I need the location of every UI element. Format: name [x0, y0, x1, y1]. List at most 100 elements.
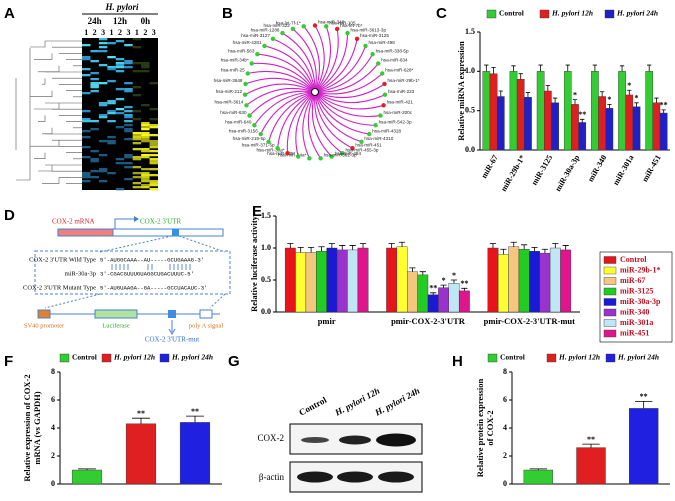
heatmap-cell [82, 58, 91, 61]
heatmap-cell [124, 138, 133, 141]
heatmap-cell [132, 166, 142, 169]
node-label: hsa-miR-3125 [360, 33, 389, 38]
node-label: hsa-miR-4281 [233, 40, 262, 45]
edge [314, 73, 383, 95]
node [243, 81, 248, 87]
heatmap-cell [124, 154, 133, 157]
node-label: hsa-miR-30a* [256, 147, 284, 152]
y-tick-label: 1.0 [261, 243, 271, 252]
bar [509, 71, 518, 151]
heatmap-cell [141, 174, 150, 177]
error-bar [409, 267, 416, 272]
error-bar [647, 64, 652, 72]
bar [489, 73, 498, 151]
edge [307, 91, 322, 159]
legend-swatch [603, 298, 617, 306]
mut-label: COX-2 3'UTR Mutant Type [23, 284, 96, 291]
heatmap-cell [115, 158, 125, 161]
error-bar [619, 65, 625, 72]
legend-label: Control [499, 9, 524, 18]
heatmap-cell [115, 162, 125, 165]
bar [516, 78, 525, 151]
x-tick-label: miR-67 [479, 153, 499, 179]
bar [71, 469, 103, 485]
heatmap-cell [149, 174, 158, 177]
error-bar [498, 90, 503, 97]
heatmap-cell [124, 62, 133, 65]
mut-seq: 5'-AUGUAAGA--GA-----GCCUACAUC-3' [100, 284, 207, 291]
heatmap-cell [90, 82, 99, 85]
error-bar [359, 243, 367, 248]
node-label: hsa-miR-421 [387, 100, 414, 105]
heatmap-cell [124, 130, 133, 133]
lane-label: H. pylori 12h [332, 386, 381, 418]
panel-letter: D [4, 207, 15, 224]
edge [314, 28, 339, 93]
cds-box [57, 228, 114, 237]
edge [314, 91, 384, 110]
node [340, 150, 345, 156]
heatmap-cell [82, 172, 91, 175]
node [363, 43, 368, 49]
legend-label: H. pylori 12h [558, 353, 600, 362]
heatmap-cell [149, 140, 158, 143]
panel-letter: C [436, 5, 447, 22]
heatmap-cell [98, 104, 108, 107]
significance: ** [429, 284, 437, 293]
legend-label: miR-30a-3p [620, 297, 661, 306]
node-label: hsa-miR-223 [388, 89, 415, 94]
heatmap-cell [141, 62, 150, 65]
heatmap-cell [132, 38, 142, 41]
heatmap-cell [149, 168, 158, 171]
y-tick-label: 2 [51, 451, 55, 460]
node-label: hsa-miR-3156 [229, 128, 258, 133]
heatmap-cell [107, 102, 116, 105]
bar [487, 247, 499, 313]
significance: * [607, 95, 611, 104]
legend-label: miR-29b-1* [620, 265, 660, 274]
node-label: hsa-miR-542-3p [379, 119, 412, 124]
heatmap-cell [132, 132, 142, 135]
heatmap-cell [149, 180, 158, 183]
column-label: 3 [101, 28, 105, 37]
bar [427, 294, 439, 313]
edge [244, 83, 316, 96]
heatmap-cell [82, 118, 91, 121]
y-axis-label: Relative expression of COX-2 [22, 374, 32, 481]
column-label: 2 [118, 28, 122, 37]
significance: ** [137, 409, 145, 418]
y-axis-label: mRNA (vs GAPDH) [32, 391, 42, 464]
group-label: 0h [141, 16, 151, 26]
heatmap-cell [115, 88, 125, 91]
legend-label: H. pylori 24h [617, 353, 659, 362]
node [382, 92, 388, 97]
edge [272, 38, 316, 93]
node [290, 26, 296, 32]
error-bar [634, 401, 653, 409]
heatmap-cell [141, 64, 150, 67]
legend-swatch [101, 353, 112, 363]
y-axis-label: Relative protein expression [475, 379, 485, 478]
legend-label: miR-301a [620, 318, 653, 327]
x-tick-label: miR-340 [586, 153, 608, 183]
y-tick-label: 6 [51, 395, 55, 404]
x-tick-label: miR-29b-1* [499, 153, 527, 193]
bar [305, 252, 317, 313]
heatmap-cell [124, 66, 133, 69]
node-label: hsa-miR-34a* [278, 153, 306, 158]
significance: ** [587, 435, 595, 444]
error-bar [552, 243, 559, 248]
heatmap-cell [98, 140, 108, 143]
heatmap-cell [82, 74, 91, 77]
y-tick-label: 0 [503, 479, 507, 488]
heatmap-cell [82, 130, 91, 133]
heatmap-cell [141, 132, 150, 135]
heatmap-cell [141, 148, 150, 151]
bar [496, 96, 505, 151]
error-bar [607, 103, 612, 109]
heatmap-cell [132, 118, 142, 121]
mir-label: miR-30a-3p [65, 270, 96, 277]
error-bar [661, 109, 666, 114]
edge [314, 26, 332, 93]
bar [347, 249, 359, 313]
